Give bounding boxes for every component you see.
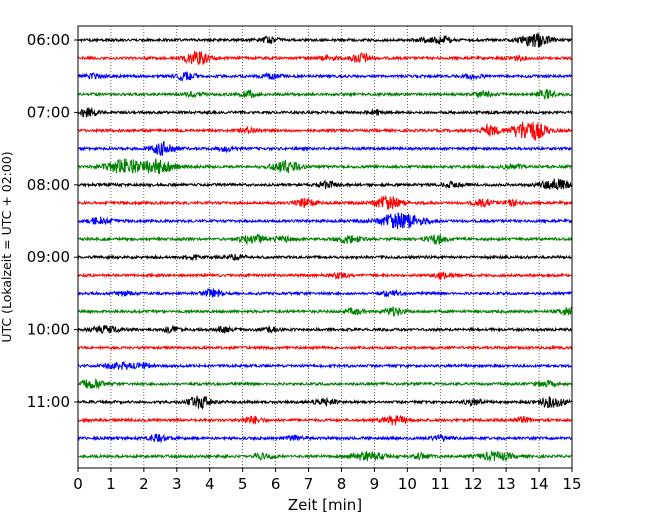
y-tick-label: 10:00 [27,321,70,339]
seismogram-trace [77,140,573,156]
seismogram-trace [77,32,573,48]
seismogram-trace [77,71,573,82]
plot-frame [77,25,573,469]
seismogram-trace [77,233,573,246]
seismogram-trace [77,377,573,390]
seismogram-trace [77,271,573,281]
x-tick-label: 6 [271,475,281,493]
x-tick-label: 14 [530,475,549,493]
seismogram-trace [77,107,573,118]
seismogram-trace [77,450,573,463]
seismogram-trace [77,158,573,174]
seismogram-trace [77,305,573,317]
x-tick-label: 15 [562,475,581,493]
x-tick-label: 0 [73,475,83,493]
x-tick-label: 3 [172,475,182,493]
x-tick-label: 13 [497,475,516,493]
y-tick-label: 07:00 [27,103,70,121]
y-tick-label: 11:00 [27,393,70,411]
x-axis-ticks: 0 1 2 3 4 5 6 7 8 9 10 11 12 13 14 15 [73,468,582,493]
x-tick-label: 8 [337,475,347,493]
trace-group [77,32,573,463]
seismogram-trace [77,433,573,444]
seismogram-trace [77,324,573,335]
seismogram-trace [77,50,573,66]
seismogram-trace [77,178,573,190]
x-tick-label: 9 [370,475,380,493]
seismogram-trace [77,288,573,299]
seismogram-trace [77,121,573,141]
seismogram-trace [77,212,573,230]
x-tick-label: 10 [398,475,417,493]
x-axis-label: Zeit [min] [288,496,362,514]
y-tick-label: 06:00 [27,31,70,49]
y-axis-ticks: 06:00 07:00 08:00 09:00 10:00 11:00 [27,31,78,411]
x-tick-label: 5 [238,475,248,493]
x-tick-label: 12 [464,475,483,493]
seismogram-trace [77,395,573,410]
seismogram-trace [77,88,573,100]
seismogram-trace [77,414,573,426]
seismogram-trace [77,344,573,351]
seismogram-trace [77,360,573,371]
seismogram-trace [77,195,573,210]
y-axis-label: UTC (Lokalzeit = UTC + 02:00) [0,151,14,342]
y-tick-label: 09:00 [27,248,70,266]
x-tick-label: 2 [139,475,149,493]
x-tick-label: 4 [205,475,215,493]
x-tick-label: 11 [431,475,450,493]
seismogram-trace [77,253,573,262]
x-tick-label: 1 [106,475,116,493]
y-tick-label: 08:00 [27,176,70,194]
x-tick-label: 7 [304,475,314,493]
